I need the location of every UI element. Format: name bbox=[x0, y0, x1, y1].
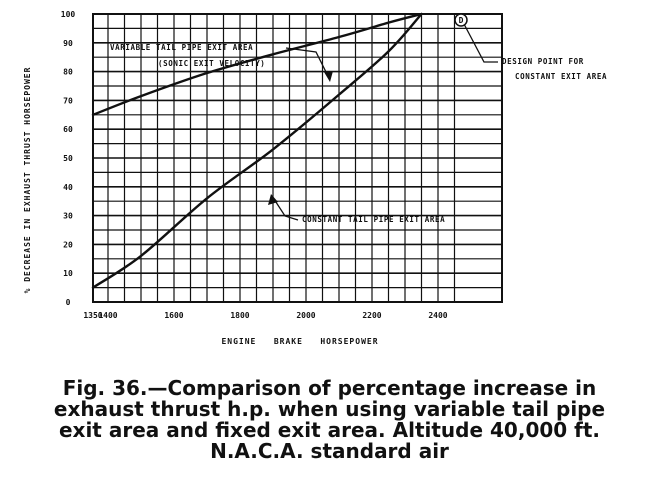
y-tick-label: 30 bbox=[63, 212, 73, 221]
constant-area-leader bbox=[271, 195, 299, 221]
constant-area-curve bbox=[91, 12, 423, 289]
design-point-sublabel: CONSTANT EXIT AREA bbox=[515, 72, 607, 81]
caption-line-2: exhaust thrust h.p. when using variable … bbox=[53, 397, 606, 421]
y-tick-label: 100 bbox=[61, 10, 76, 19]
y-tick-label: 20 bbox=[63, 240, 73, 249]
plot-frame bbox=[92, 13, 503, 303]
x-tick-label: 1800 bbox=[230, 311, 249, 320]
caption-line-4: N.A.C.A. standard air bbox=[210, 439, 449, 463]
y-tick-label: 90 bbox=[63, 39, 73, 48]
design-point-marker bbox=[454, 13, 468, 27]
y-tick-label: 40 bbox=[63, 183, 73, 192]
figure-caption: Fig. 36.—Comparison of percentage increa… bbox=[0, 378, 659, 462]
y-tick-label: 70 bbox=[63, 96, 73, 105]
variable-area-label: VARIABLE TAIL PIPE EXIT AREA bbox=[110, 43, 253, 52]
design-point-label: DESIGN POINT FOR bbox=[502, 57, 584, 66]
y-tick-label: 50 bbox=[63, 154, 73, 163]
x-tick-label: 2000 bbox=[296, 311, 315, 320]
y-tick-labels: 0 10 20 30 40 50 60 70 80 90 100 bbox=[61, 10, 76, 307]
variable-area-sublabel: (SONIC EXIT VELOCITY) bbox=[158, 59, 265, 68]
y-axis-label: % DECREASE IN EXHAUST THRUST HORSEPOWER bbox=[23, 67, 32, 294]
x-tick-label: 2200 bbox=[362, 311, 381, 320]
x-tick-label: 2400 bbox=[428, 311, 447, 320]
variable-area-arrowhead bbox=[324, 71, 333, 82]
x-tick-label: 1600 bbox=[164, 311, 183, 320]
y-tick-label: 0 bbox=[66, 298, 71, 307]
variable-area-curve bbox=[91, 12, 423, 116]
design-point-marker-label: D bbox=[459, 16, 464, 25]
caption-line-3: exit area and fixed exit area. Altitude … bbox=[58, 418, 601, 442]
caption-line-1: Fig. 36.—Comparison of percentage increa… bbox=[62, 376, 597, 400]
chart-grid bbox=[92, 13, 503, 303]
constant-area-arrowhead bbox=[268, 194, 278, 205]
x-tick-label: 1400 bbox=[98, 311, 117, 320]
x-tick-label: 1350 bbox=[83, 311, 102, 320]
y-tick-label: 10 bbox=[63, 269, 73, 278]
x-axis-label: ENGINE BRAKE HORSEPOWER bbox=[221, 337, 378, 346]
design-point-leader bbox=[463, 23, 498, 63]
annotations: VARIABLE TAIL PIPE EXIT AREA (SONIC EXIT… bbox=[110, 13, 607, 224]
chart-curves bbox=[91, 12, 423, 289]
variable-area-leader bbox=[285, 47, 331, 81]
y-tick-label: 60 bbox=[63, 125, 73, 134]
constant-area-label: CONSTANT TAIL PIPE EXIT AREA bbox=[302, 215, 445, 224]
y-tick-label: 80 bbox=[63, 68, 73, 77]
